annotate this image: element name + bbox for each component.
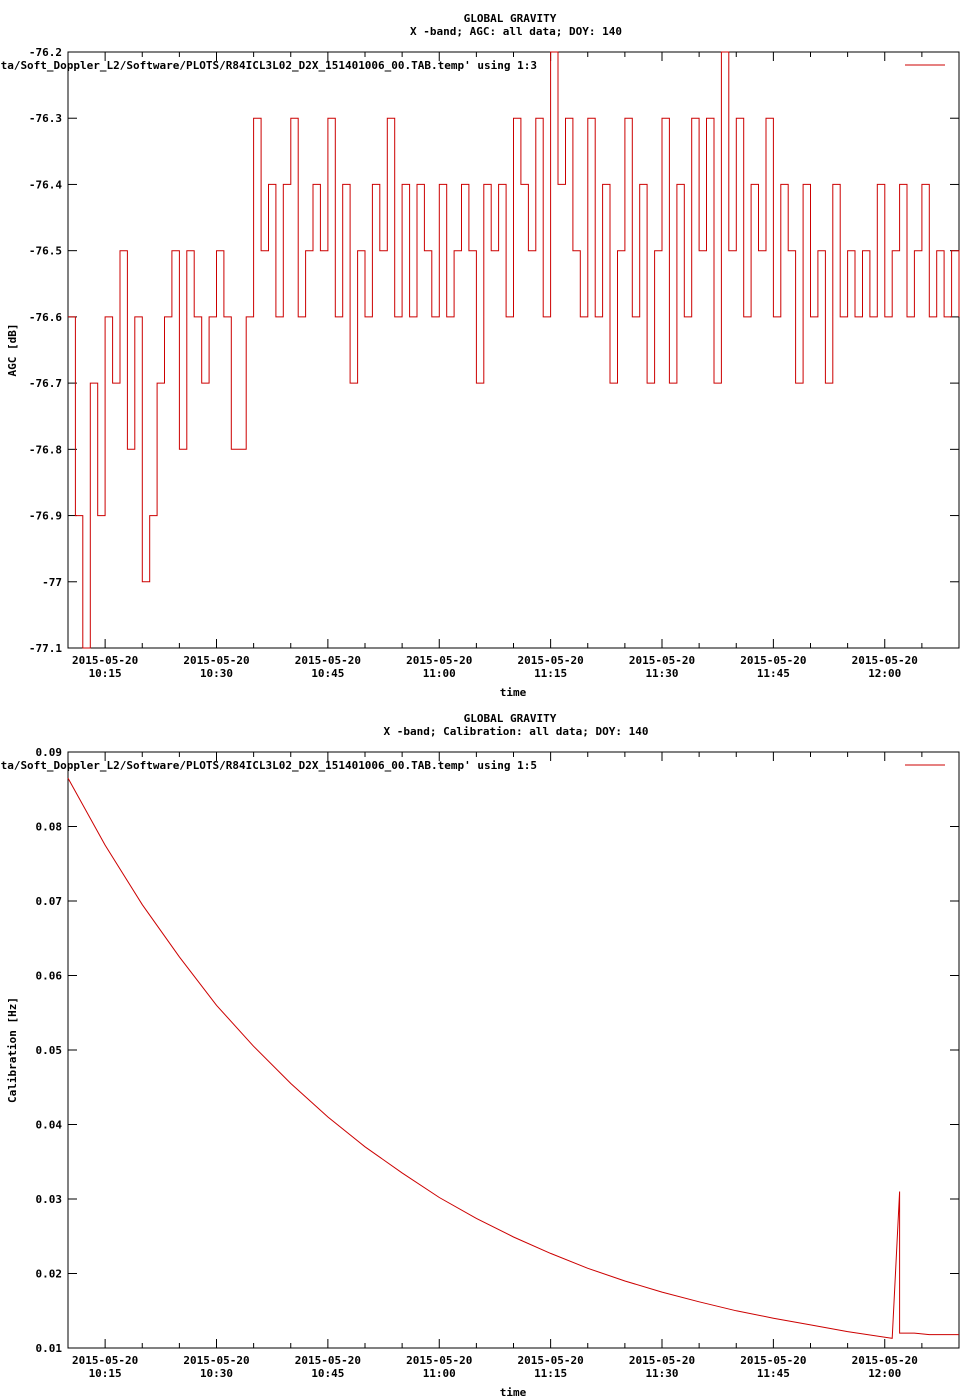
- calibration-y-tick-label: 0.06: [36, 970, 63, 983]
- agc-x-tick-time-label: 12:00: [868, 667, 901, 680]
- calibration-chart-panel: GLOBAL GRAVITY X -band; Calibration: all…: [0, 712, 960, 1399]
- agc-y-tick-label: -77.1: [29, 642, 62, 655]
- agc-x-tick-time-label: 10:45: [311, 667, 344, 680]
- calibration-chart-subtitle: X -band; Calibration: all data; DOY: 140: [384, 725, 649, 738]
- agc-x-tick-date-label: 2015-05-20: [518, 654, 584, 667]
- agc-series-layer: [68, 51, 960, 649]
- calibration-y-tick-label: 0.05: [36, 1044, 63, 1057]
- agc-x-tick-date-label: 2015-05-20: [629, 654, 695, 667]
- agc-x-tick-date-label: 2015-05-20: [183, 654, 249, 667]
- agc-y-tick-label: -76.3: [29, 112, 62, 125]
- agc-x-tick-time-label: 11:15: [534, 667, 567, 680]
- agc-y-axis-label: AGC [dB]: [6, 324, 19, 377]
- agc-x-tick-time-label: 11:30: [645, 667, 678, 680]
- agc-chart-panel: GLOBAL GRAVITY X -band; AGC: all data; D…: [0, 12, 960, 699]
- calibration-y-tick-label: 0.01: [36, 1342, 63, 1355]
- calibration-x-tick-time-label: 12:00: [868, 1367, 901, 1380]
- calibration-legend-label: 'Z:/ddswork/process_data/Soft_Doppler_L2…: [0, 759, 537, 772]
- calibration-y-tick-label: 0.04: [36, 1119, 63, 1132]
- calibration-x-tick-time-label: 11:30: [645, 1367, 678, 1380]
- agc-x-tick-date-label: 2015-05-20: [295, 654, 361, 667]
- agc-x-tick-date-label: 2015-05-20: [406, 654, 472, 667]
- calibration-y-tick-label: 0.07: [36, 895, 63, 908]
- agc-y-tick-label: -76.2: [29, 46, 62, 59]
- agc-x-tick-time-label: 10:15: [89, 667, 122, 680]
- agc-y-tick-label: -77: [42, 576, 62, 589]
- calibration-series-line: [67, 777, 959, 1339]
- calibration-y-tick-label: 0.03: [36, 1193, 63, 1206]
- agc-y-tick-label: -76.8: [29, 443, 62, 456]
- agc-y-tick-label: -76.6: [29, 311, 62, 324]
- calibration-x-tick-date-label: 2015-05-20: [518, 1354, 584, 1367]
- calibration-x-tick-time-label: 11:15: [534, 1367, 567, 1380]
- calibration-x-tick-time-label: 11:45: [757, 1367, 790, 1380]
- calibration-x-axis-label: time: [500, 1386, 527, 1399]
- calibration-x-tick-date-label: 2015-05-20: [406, 1354, 472, 1367]
- calibration-series-layer: [67, 777, 959, 1339]
- calibration-y-tick-label: 0.02: [36, 1268, 63, 1281]
- calibration-x-tick-date-label: 2015-05-20: [295, 1354, 361, 1367]
- agc-x-tick-time-label: 11:45: [757, 667, 790, 680]
- agc-legend-label: 'Z:/ddswork/process_data/Soft_Doppler_L2…: [0, 59, 537, 72]
- calibration-y-axis-label: Calibration [Hz]: [6, 997, 19, 1103]
- calibration-y-tick-label: 0.09: [36, 746, 63, 759]
- calibration-x-tick-time-label: 11:00: [423, 1367, 456, 1380]
- agc-x-tick-date-label: 2015-05-20: [740, 654, 806, 667]
- calibration-chart-title: GLOBAL GRAVITY: [464, 712, 557, 725]
- agc-series-line: [68, 51, 960, 649]
- calibration-x-tick-time-label: 10:30: [200, 1367, 233, 1380]
- calibration-axis-ticks: 0.09 0.08 0.07 0.06 0.05 0.04 0.03 0.02 0.01 2015…: [36, 746, 960, 1380]
- agc-chart-subtitle: X -band; AGC: all data; DOY: 140: [410, 25, 622, 38]
- agc-y-tick-label: -76.5: [29, 245, 62, 258]
- agc-x-tick-time-label: 11:00: [423, 667, 456, 680]
- agc-y-tick-label: -76.9: [29, 510, 62, 523]
- calibration-x-tick-date-label: 2015-05-20: [183, 1354, 249, 1367]
- agc-x-tick-date-label: 2015-05-20: [852, 654, 918, 667]
- agc-x-tick-time-label: 10:30: [200, 667, 233, 680]
- agc-x-tick-date-label: 2015-05-20: [72, 654, 138, 667]
- calibration-x-tick-time-label: 10:45: [311, 1367, 344, 1380]
- agc-y-tick-label: -76.7: [29, 377, 62, 390]
- agc-y-tick-label: -76.4: [29, 178, 62, 191]
- calibration-x-tick-date-label: 2015-05-20: [852, 1354, 918, 1367]
- calibration-y-tick-label: 0.08: [36, 821, 63, 834]
- calibration-x-tick-date-label: 2015-05-20: [629, 1354, 695, 1367]
- agc-x-axis-label: time: [500, 686, 527, 699]
- calibration-x-tick-time-label: 10:15: [89, 1367, 122, 1380]
- agc-chart-title: GLOBAL GRAVITY: [464, 12, 557, 25]
- calibration-x-tick-date-label: 2015-05-20: [740, 1354, 806, 1367]
- calibration-x-tick-date-label: 2015-05-20: [72, 1354, 138, 1367]
- agc-axis-ticks: -76.2 -76.3 -76.4 -76.5 -76.6 -76.7 -76.8 -76.9…: [29, 46, 960, 680]
